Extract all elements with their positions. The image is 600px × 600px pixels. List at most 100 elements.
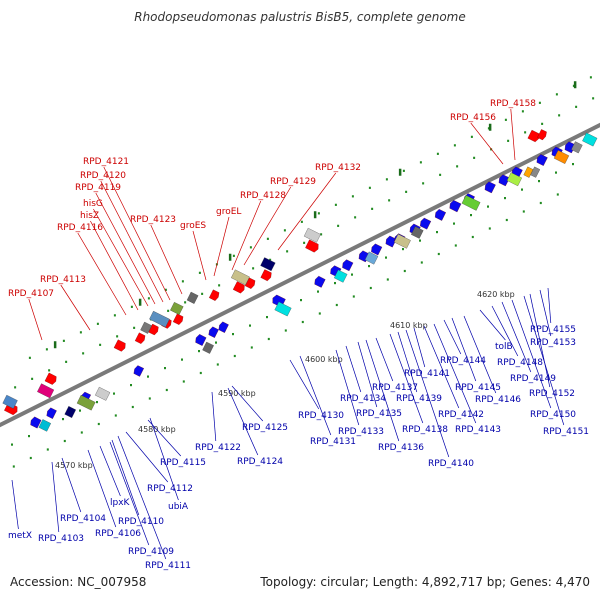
tick-mark bbox=[369, 286, 372, 290]
reverse-gene-label: RPD_4103 bbox=[38, 534, 84, 544]
tick-mark bbox=[79, 331, 82, 334]
reverse-gene-label: RPD_4146 bbox=[475, 395, 521, 405]
reverse-leader-line bbox=[529, 293, 551, 388]
tick-mark bbox=[300, 298, 303, 302]
forward-leader-line bbox=[95, 192, 156, 305]
major-tick bbox=[573, 81, 577, 89]
reverse-gene-box bbox=[582, 132, 598, 147]
tick-mark bbox=[589, 76, 592, 79]
forward-gene-label: RPD_4116 bbox=[57, 223, 103, 233]
major-tick bbox=[138, 298, 142, 306]
reverse-gene-label: RPD_4125 bbox=[242, 423, 288, 433]
tick-mark bbox=[351, 273, 354, 276]
forward-leader-line bbox=[28, 298, 43, 341]
tick-mark bbox=[198, 271, 201, 274]
tick-mark bbox=[252, 267, 255, 270]
tick-mark bbox=[28, 356, 31, 359]
reverse-gene-label: RPD_4112 bbox=[147, 484, 193, 494]
tick-mark bbox=[354, 216, 357, 219]
ruler-label: 4610 kbp bbox=[390, 321, 428, 330]
tick-mark bbox=[232, 332, 235, 336]
forward-leader-line bbox=[277, 172, 337, 251]
tick-mark bbox=[113, 314, 116, 317]
tick-mark bbox=[147, 375, 150, 378]
tick-mark bbox=[555, 93, 558, 96]
major-tick bbox=[313, 211, 317, 219]
reverse-gene-label: ubiA bbox=[168, 502, 189, 512]
major-tick bbox=[398, 168, 402, 176]
reverse-gene-label: RPD_4143 bbox=[455, 425, 501, 435]
reverse-gene-box bbox=[38, 419, 52, 432]
reverse-gene-label: RPD_4124 bbox=[237, 457, 283, 467]
reverse-gene-box bbox=[530, 166, 541, 178]
reverse-leader-line bbox=[147, 419, 182, 457]
tick-mark bbox=[198, 349, 201, 353]
reverse-leader-line bbox=[299, 355, 332, 436]
reverse-leader-line bbox=[211, 391, 217, 442]
tick-mark bbox=[487, 205, 490, 208]
forward-gene-box bbox=[230, 269, 250, 286]
tick-mark bbox=[130, 305, 133, 308]
reverse-gene-arrow bbox=[536, 154, 548, 166]
reverse-gene-box bbox=[202, 341, 214, 354]
forward-leader-line bbox=[103, 166, 171, 301]
reverse-leader-line bbox=[433, 323, 477, 424]
reverse-leader-line bbox=[539, 289, 552, 337]
forward-leader-line bbox=[93, 208, 149, 307]
tick-mark bbox=[201, 292, 204, 295]
forward-gene-label: groEL bbox=[216, 207, 241, 217]
forward-gene-box bbox=[2, 394, 18, 409]
tick-mark bbox=[97, 422, 100, 426]
reverse-leader-line bbox=[345, 345, 362, 393]
forward-leader-line bbox=[213, 216, 230, 277]
reverse-gene-box bbox=[274, 301, 292, 317]
reverse-leader-line bbox=[413, 327, 426, 368]
reverse-gene-label: RPD_4145 bbox=[455, 383, 501, 393]
reverse-leader-line bbox=[87, 449, 117, 528]
tick-mark bbox=[46, 448, 49, 451]
reverse-gene-box bbox=[410, 226, 424, 239]
forward-gene-label: RPD_4121 bbox=[83, 157, 129, 167]
reverse-gene-label: RPD_4134 bbox=[340, 394, 386, 404]
reverse-leader-line bbox=[451, 317, 477, 382]
reverse-leader-line bbox=[11, 479, 19, 530]
forward-gene-label: RPD_4156 bbox=[450, 113, 496, 123]
reverse-leader-line bbox=[335, 349, 360, 426]
tick-mark bbox=[181, 280, 184, 283]
reverse-gene-label: RPD_4141 bbox=[404, 369, 450, 379]
tick-mark bbox=[470, 135, 473, 138]
reverse-gene-label: RPD_4137 bbox=[372, 383, 418, 393]
tick-mark bbox=[420, 261, 423, 264]
tick-mark bbox=[96, 400, 99, 404]
ruler-label: 4570 kbp bbox=[55, 461, 93, 470]
tick-mark bbox=[504, 118, 507, 121]
reverse-gene-box bbox=[64, 405, 77, 419]
reverse-leader-line bbox=[397, 331, 418, 393]
tick-mark bbox=[300, 220, 303, 223]
reverse-leader-line bbox=[375, 337, 394, 382]
tick-mark bbox=[524, 131, 527, 134]
tick-mark bbox=[96, 322, 99, 325]
reverse-gene-arrow bbox=[434, 209, 447, 221]
tick-mark bbox=[538, 101, 541, 104]
reverse-gene-box bbox=[393, 233, 411, 249]
forward-gene-label: RPD_4158 bbox=[490, 99, 536, 109]
tick-mark bbox=[199, 371, 202, 375]
tick-mark bbox=[148, 397, 151, 400]
tick-mark bbox=[266, 315, 269, 319]
forward-leader-line bbox=[192, 230, 207, 281]
tick-mark bbox=[539, 201, 542, 205]
reverse-gene-label: RPD_4148 bbox=[497, 358, 543, 368]
reverse-leader-line bbox=[231, 385, 264, 422]
tick-mark bbox=[507, 139, 510, 142]
reverse-gene-arrow bbox=[30, 416, 42, 429]
reverse-gene-label: RPD_4111 bbox=[145, 561, 191, 571]
tick-mark bbox=[317, 290, 320, 293]
reverse-leader-line bbox=[61, 457, 82, 513]
forward-gene-arrow bbox=[134, 332, 146, 344]
tick-mark bbox=[403, 269, 406, 273]
reverse-gene-arrow bbox=[371, 243, 383, 256]
forward-gene-arrow bbox=[527, 129, 540, 143]
forward-gene-arrow bbox=[208, 289, 220, 301]
